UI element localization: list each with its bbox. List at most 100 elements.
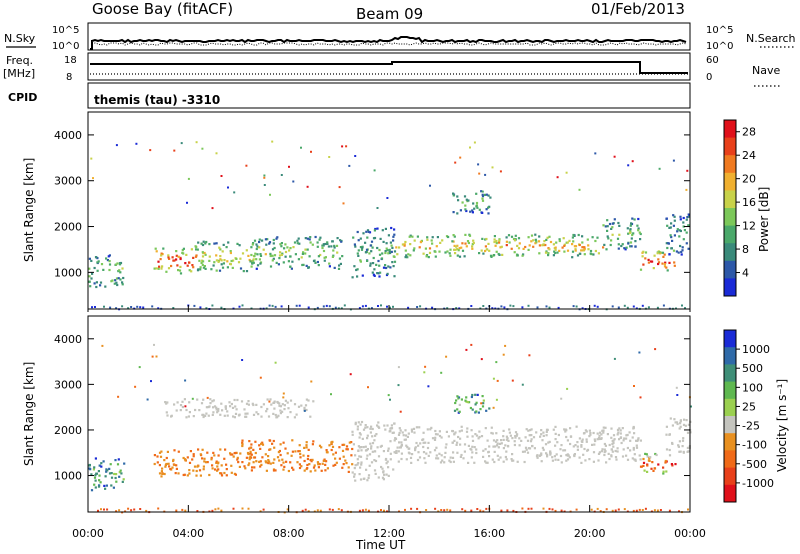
- scatter-cell: [358, 436, 361, 439]
- scatter-cell: [273, 400, 276, 403]
- scatter-cell: [93, 476, 97, 479]
- scatter-cell: [118, 263, 122, 266]
- scatter-cell: [269, 462, 272, 465]
- scatter-cell: [422, 445, 425, 449]
- scatter-cell: [365, 468, 368, 471]
- scatter-cell: [219, 248, 222, 251]
- scatter-cell: [429, 451, 432, 454]
- scatter-cell: [498, 241, 501, 244]
- near-range-cell: [536, 306, 539, 309]
- near-range-cell: [527, 507, 530, 510]
- scatter-cell: [565, 429, 568, 432]
- outlier-cell: [399, 410, 402, 413]
- scatter-cell: [272, 412, 275, 415]
- scatter-cell: [301, 263, 304, 267]
- scatter-cell: [579, 252, 582, 255]
- scatter-cell: [258, 246, 261, 249]
- scatter-cell: [636, 439, 639, 442]
- scatter-cell: [575, 425, 578, 428]
- near-range-cell: [482, 510, 485, 513]
- scatter-cell: [354, 454, 357, 457]
- scatter-cell: [317, 255, 320, 258]
- scatter-cell: [340, 240, 343, 243]
- scatter-cell: [679, 218, 682, 221]
- scatter-cell: [535, 240, 538, 243]
- scatter-cell: [245, 270, 249, 273]
- outlier-cell: [440, 371, 443, 374]
- scatter-cell: [309, 236, 312, 239]
- scatter-cell: [322, 249, 326, 253]
- scatter-cell: [433, 438, 437, 441]
- scatter-cell: [297, 258, 300, 261]
- near-range-cell: [575, 508, 578, 511]
- scatter-cell: [517, 247, 521, 250]
- scatter-cell: [496, 439, 499, 442]
- outlier-cell: [473, 141, 476, 144]
- scatter-cell: [469, 210, 472, 213]
- scatter-cell: [560, 461, 563, 464]
- scatter-cell: [285, 460, 288, 463]
- scatter-cell: [175, 250, 178, 253]
- scatter-cell: [97, 260, 100, 263]
- scatter-cell: [518, 444, 521, 447]
- scatter-cell: [175, 409, 178, 412]
- scatter-cell: [275, 261, 278, 264]
- scatter-cell: [573, 453, 576, 456]
- scatter-cell: [368, 453, 372, 456]
- scatter-cell: [273, 446, 276, 449]
- scatter-cell: [381, 229, 384, 232]
- scatter-cell: [298, 466, 302, 470]
- scatter-cell: [331, 240, 334, 243]
- scatter-cell: [552, 254, 555, 257]
- scatter-cell: [488, 445, 491, 448]
- scatter-cell: [348, 441, 351, 444]
- scatter-cell: [540, 429, 543, 432]
- outlier-cell: [233, 191, 236, 194]
- scatter-cell: [198, 409, 201, 412]
- scatter-cell: [387, 449, 390, 452]
- colorbar-segment: [724, 484, 736, 503]
- scatter-cell: [428, 247, 432, 250]
- scatter-cell: [249, 452, 252, 455]
- scatter-cell: [353, 473, 356, 476]
- scatter-cell: [559, 454, 563, 458]
- colorbar-segment: [724, 416, 736, 434]
- scatter-cell: [215, 269, 218, 272]
- outlier-cell: [341, 145, 344, 148]
- scatter-cell: [248, 462, 251, 465]
- y-tick-label: 3000: [54, 378, 82, 391]
- scatter-cell: [324, 463, 327, 466]
- outlier-cell: [477, 163, 480, 166]
- outlier-cell: [274, 361, 277, 364]
- scatter-cell: [545, 428, 549, 431]
- scatter-cell: [537, 240, 541, 243]
- scatter-cell: [96, 257, 99, 260]
- scatter-cell: [185, 416, 188, 419]
- near-range-cell: [653, 509, 656, 512]
- near-range-cell: [94, 306, 96, 308]
- scatter-cell: [687, 423, 690, 426]
- scatter-cell: [195, 474, 198, 477]
- scatter-cell: [639, 439, 642, 442]
- scatter-cell: [181, 249, 184, 252]
- colorbar-segment: [724, 172, 736, 191]
- scatter-cell: [525, 428, 528, 431]
- scatter-cell: [242, 270, 245, 273]
- scatter-cell: [93, 282, 96, 285]
- scatter-cell: [391, 261, 394, 264]
- scatter-cell: [377, 425, 380, 428]
- scatter-cell: [328, 444, 331, 447]
- scatter-cell: [162, 247, 165, 250]
- scatter-cell: [330, 442, 333, 445]
- near-range-cell: [681, 304, 683, 307]
- near-range-cell: [331, 508, 334, 511]
- scatter-cell: [404, 434, 408, 437]
- near-range-cell: [530, 507, 533, 510]
- scatter-cell: [406, 256, 409, 259]
- scatter-cell: [512, 237, 516, 241]
- near-range-cell: [509, 304, 512, 307]
- scatter-cell: [405, 444, 408, 447]
- y-tick-label: 1000: [54, 266, 82, 279]
- nsearch-series: [91, 42, 687, 46]
- scatter-cell: [662, 466, 665, 469]
